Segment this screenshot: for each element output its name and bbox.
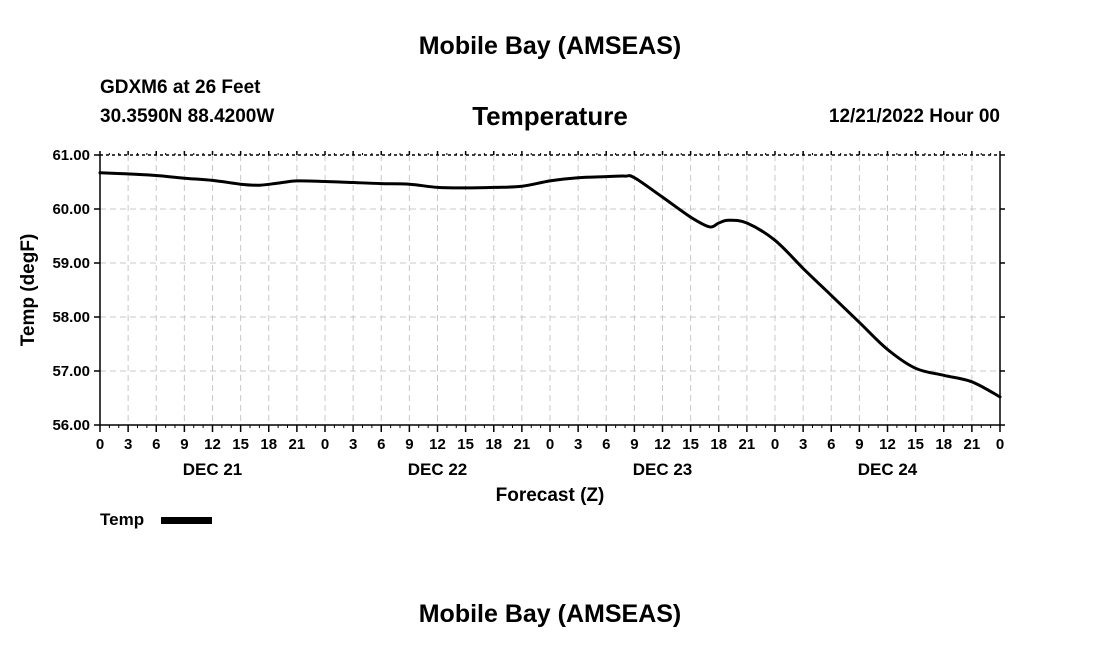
day-label: DEC 22 (408, 460, 468, 479)
forecast-date: 12/21/2022 Hour 00 (828, 106, 1000, 127)
station-coordinates: 30.3590N 88.4200W (100, 106, 275, 127)
x-tick-label: 0 (996, 436, 1004, 453)
day-label: DEC 21 (183, 460, 243, 479)
x-tick-label: 0 (96, 436, 104, 453)
x-tick-label: 3 (349, 436, 357, 453)
x-tick-label: 15 (457, 436, 474, 453)
temp-series-line (98, 171, 1002, 399)
x-axis-title: Forecast (Z) (496, 485, 605, 506)
y-tick-label: 56.00 (52, 417, 90, 434)
y-tick-label: 61.00 (52, 147, 90, 164)
x-tick-label: 21 (514, 436, 531, 453)
y-tick-label: 58.00 (52, 309, 90, 326)
x-tick-label: 15 (682, 436, 699, 453)
y-tick-label: 59.00 (52, 255, 90, 272)
day-label: DEC 24 (858, 460, 918, 479)
x-tick-label: 21 (964, 436, 981, 453)
x-tick-label: 6 (377, 436, 385, 453)
x-tick-label: 0 (771, 436, 779, 453)
x-tick-label: 15 (907, 436, 924, 453)
day-label: DEC 23 (633, 460, 693, 479)
x-tick-label: 6 (827, 436, 835, 453)
legend-label: Temp (100, 510, 144, 529)
x-tick-label: 9 (405, 436, 413, 453)
x-tick-label: 12 (654, 436, 671, 453)
chart-title: Temperature (472, 101, 628, 131)
x-tick-label: 6 (152, 436, 160, 453)
y-axis-title: Temp (degF) (18, 234, 39, 347)
x-tick-label: 21 (739, 436, 756, 453)
x-tick-label: 9 (630, 436, 638, 453)
x-tick-label: 15 (232, 436, 249, 453)
x-tick-label: 3 (124, 436, 132, 453)
x-tick-label: 12 (879, 436, 896, 453)
x-tick-label: 21 (289, 436, 306, 453)
y-tick-label: 60.00 (52, 201, 90, 218)
x-tick-label: 12 (429, 436, 446, 453)
x-tick-label: 3 (574, 436, 582, 453)
station-label: GDXM6 at 26 Feet (100, 77, 261, 98)
x-tick-label: 0 (546, 436, 554, 453)
x-tick-label: 3 (799, 436, 807, 453)
footer-title: Mobile Bay (AMSEAS) (418, 600, 682, 628)
temperature-chart: 0 3 6 9 12 15 18 21 0 3 6 9 12 15 18 21 0 3 6 9 12 15 18 21 0 3 6 9… (18, 147, 1005, 529)
x-tick-label: 18 (710, 436, 727, 453)
x-tick-label: 0 (321, 436, 329, 453)
top-title: Mobile Bay (AMSEAS) (418, 32, 682, 60)
legend-swatch (161, 517, 212, 524)
x-tick-label: 9 (855, 436, 863, 453)
x-tick-label: 12 (204, 436, 221, 453)
y-tick-label: 57.00 (52, 363, 90, 380)
x-tick-label: 9 (180, 436, 188, 453)
x-tick-label: 18 (260, 436, 277, 453)
x-tick-label: 6 (602, 436, 610, 453)
x-tick-label: 18 (485, 436, 502, 453)
x-tick-label: 18 (935, 436, 952, 453)
